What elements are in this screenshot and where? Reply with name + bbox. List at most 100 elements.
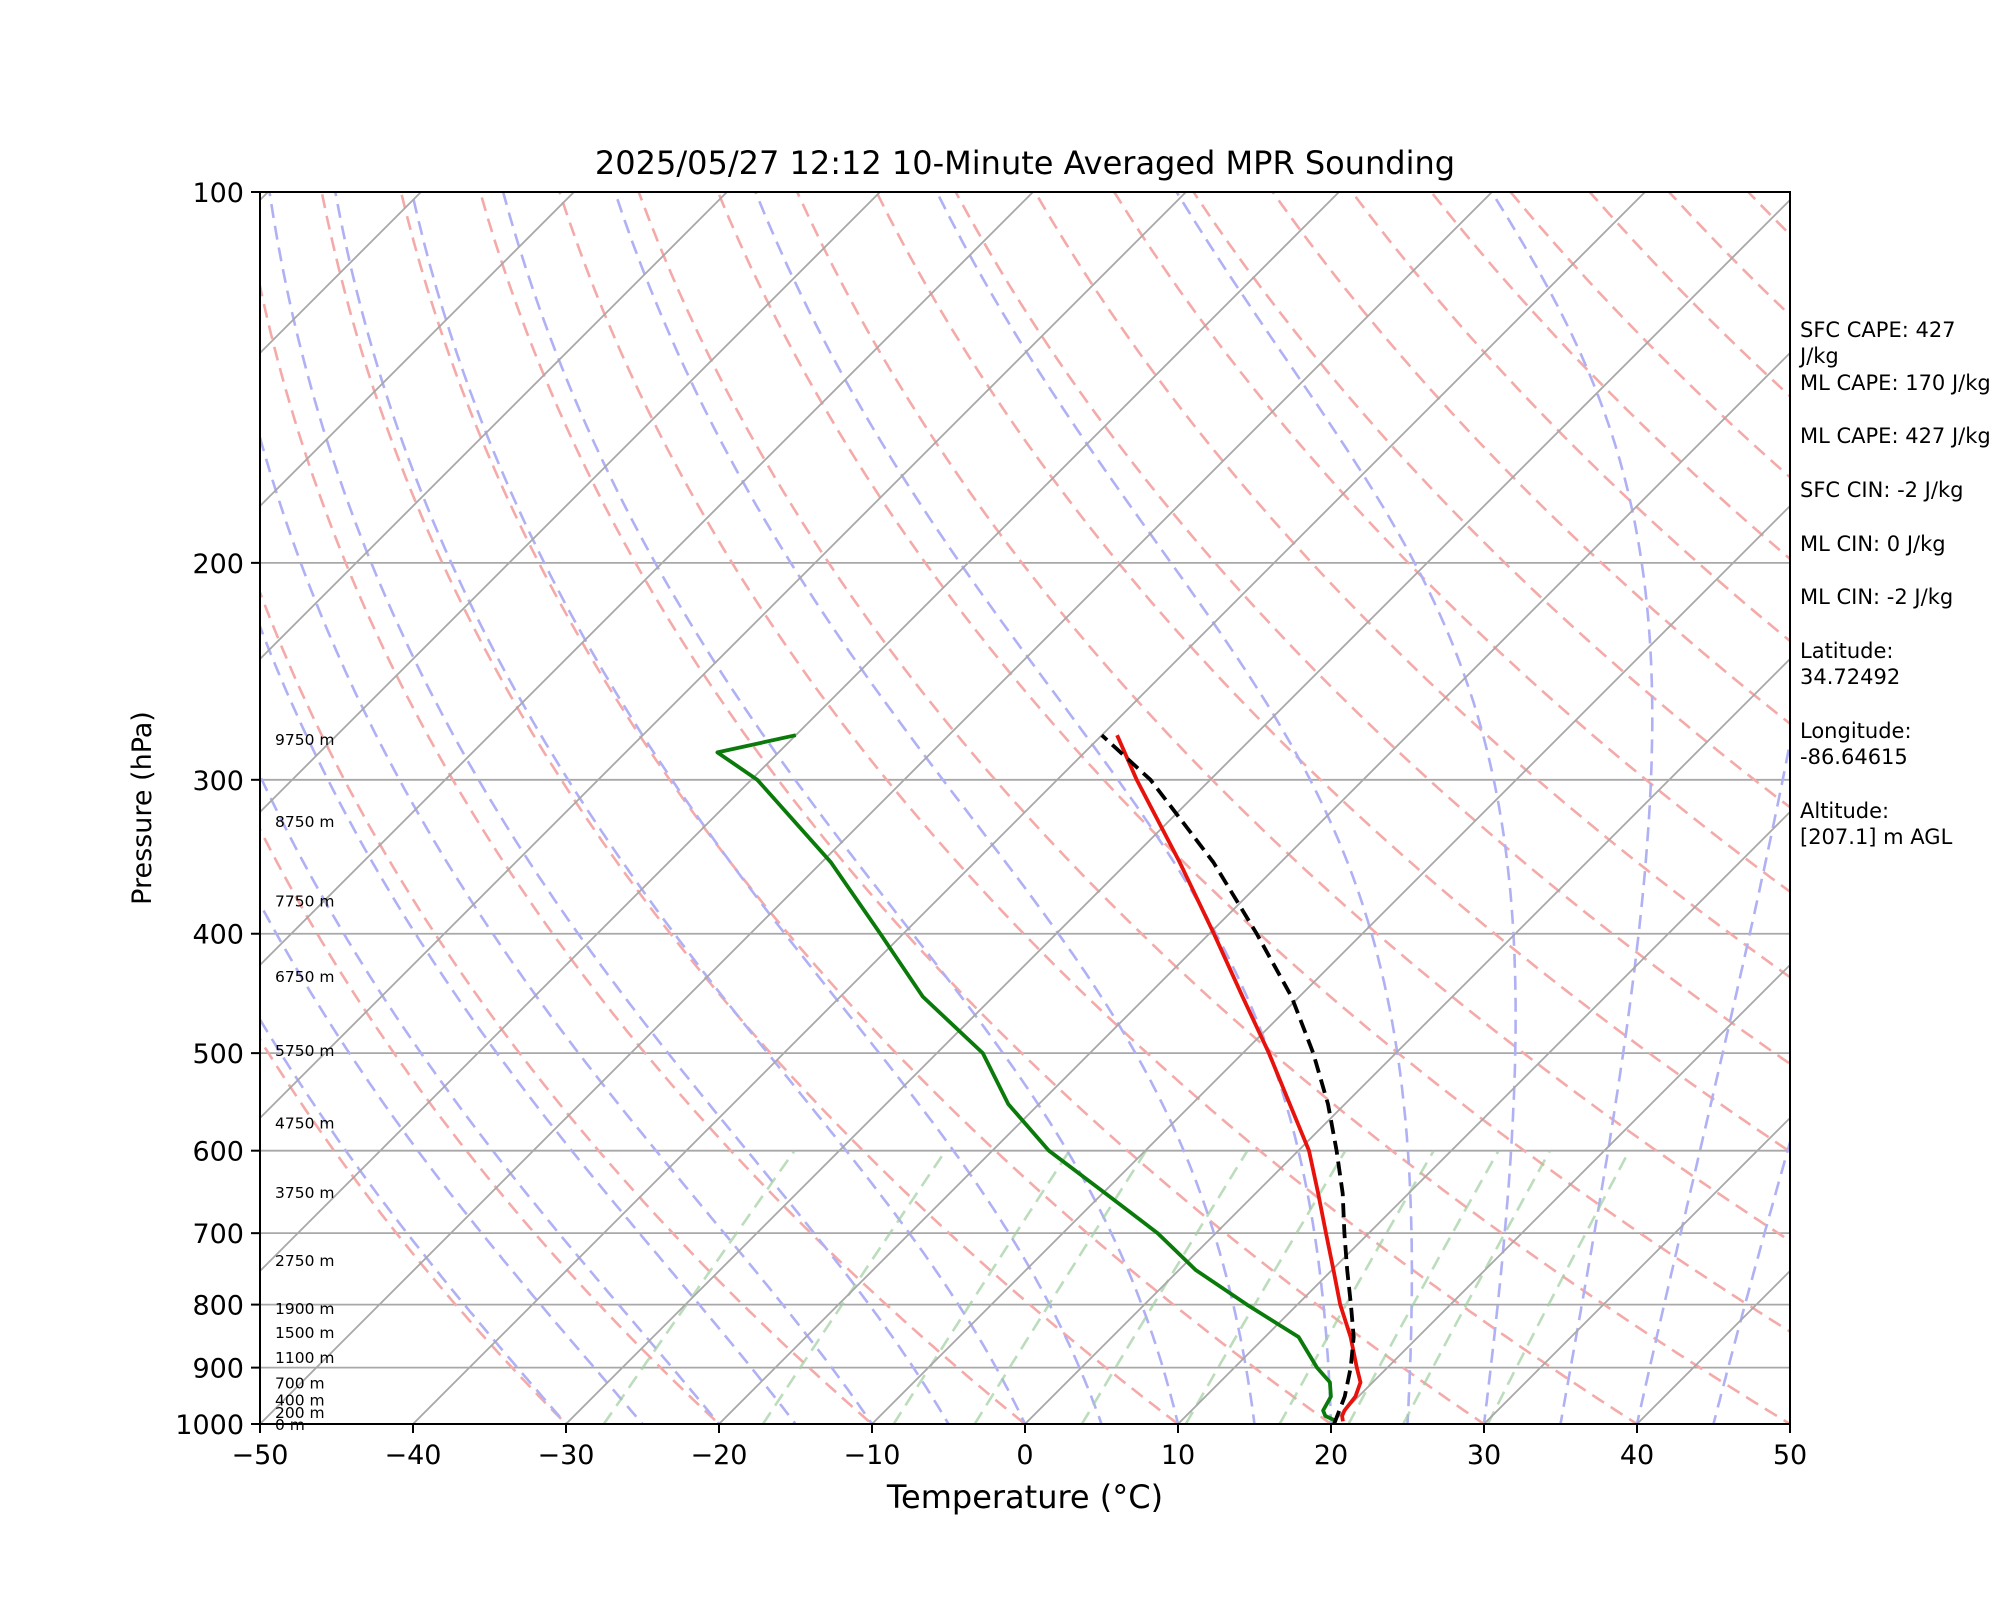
height-label: 0 m xyxy=(275,1416,305,1434)
dry-adiabat-line xyxy=(1191,192,1790,809)
moist-adiabat-line xyxy=(613,192,1256,1424)
x-axis-label: Temperature (°C) xyxy=(886,1478,1163,1516)
dry-adiabat-line xyxy=(399,192,1334,1424)
x-tick-label: −10 xyxy=(844,1440,901,1471)
mixing-ratio-line xyxy=(602,1149,796,1424)
moist-adiabat-line xyxy=(501,192,1180,1424)
isotherm-line xyxy=(1024,657,1790,1424)
ml-cape-label-2: ML CAPE: 427 J/kg xyxy=(1800,424,1991,448)
y-tick-label: 900 xyxy=(192,1354,244,1385)
x-tick-label: −30 xyxy=(538,1440,595,1471)
isotherm-line xyxy=(565,198,1790,1424)
isotherm-line xyxy=(1330,963,1790,1424)
y-tick-label: 600 xyxy=(192,1137,244,1168)
longitude-label: Longitude: -86.64615 xyxy=(1800,719,1912,769)
dry-adiabat-line xyxy=(320,192,1181,1424)
mixing-ratio-line xyxy=(1486,1150,1631,1424)
chart-title: 2025/05/27 12:12 10-Minute Averaged MPR … xyxy=(595,144,1455,182)
x-tick-label: 40 xyxy=(1620,1440,1654,1471)
dewpoint-profile-line xyxy=(715,733,1338,1424)
dry-adiabat-line xyxy=(260,279,1028,1424)
dry-adiabat-line xyxy=(478,192,1487,1424)
moist-adiabat-line xyxy=(754,192,1333,1424)
height-label: 1900 m xyxy=(275,1300,334,1318)
latitude-label: Latitude: 34.72492 xyxy=(1800,639,1901,689)
sounding-series xyxy=(715,733,1363,1424)
isotherm-line xyxy=(871,504,1790,1424)
moist-adiabat-line xyxy=(1635,735,1790,1424)
height-label: 4750 m xyxy=(275,1114,334,1132)
sfc-cin-label: SFC CIN: -2 J/kg xyxy=(1800,478,1964,502)
ml-cape-label-1: ML CAPE: 170 J/kg xyxy=(1800,371,1991,395)
isotherm-line xyxy=(260,192,728,661)
axis-ticks: −50 −40 −30 −20 −10 0 10 20 30 40 50 100 200 300 400 50… xyxy=(175,178,1807,1471)
height-label: 5750 m xyxy=(275,1042,334,1060)
isotherm-line xyxy=(260,192,1340,1273)
x-tick-label: 20 xyxy=(1314,1440,1348,1471)
isotherm-line xyxy=(260,192,575,508)
dry-adiabat-line xyxy=(637,192,1790,1424)
mixing-ratio-line xyxy=(1402,1150,1552,1424)
height-label: 700 m xyxy=(275,1374,325,1392)
height-label: 7750 m xyxy=(275,893,334,911)
dry-adiabat-line xyxy=(260,1036,568,1424)
dry-adiabat-line xyxy=(716,192,1790,1334)
height-label: 8750 m xyxy=(275,813,334,831)
y-tick-label: 1000 xyxy=(175,1410,244,1441)
height-label: 1500 m xyxy=(275,1324,334,1342)
sfc-cape-label: SFC CAPE: 427 J/kg xyxy=(1800,318,1956,368)
mixing-ratio-line xyxy=(1080,1150,1249,1424)
moist-adiabat-line xyxy=(260,1016,568,1424)
moist-adiabat-line xyxy=(410,192,1103,1424)
moist-adiabat-line xyxy=(260,772,721,1424)
height-label: 6750 m xyxy=(275,968,334,986)
moist-adiabat-line xyxy=(334,192,1027,1424)
isotherm-line xyxy=(260,192,1034,967)
y-tick-label: 300 xyxy=(192,766,244,797)
dry-adiabat-line xyxy=(1271,192,1790,726)
mixing-ratio-line xyxy=(1184,1150,1347,1424)
height-label: 200 m xyxy=(275,1404,325,1422)
parcel-profile-line xyxy=(1100,733,1356,1424)
x-tick-label: −40 xyxy=(385,1440,442,1471)
x-tick-label: 10 xyxy=(1161,1440,1195,1471)
moist-adiabat-line xyxy=(1175,192,1517,1424)
dry-adiabat-line xyxy=(1112,192,1790,894)
x-tick-label: 50 xyxy=(1773,1440,1807,1471)
isotherm-line xyxy=(260,192,1493,1424)
isotherm-line xyxy=(260,192,881,814)
height-label: 400 m xyxy=(275,1391,325,1409)
moist-adiabat-line xyxy=(935,192,1414,1424)
moist-adiabat-line xyxy=(260,901,645,1424)
ml-cin-label-2: ML CIN: -2 J/kg xyxy=(1800,585,1954,609)
moist-adiabat-line xyxy=(268,192,951,1424)
plot-frame xyxy=(259,191,1791,1425)
moist-adiabat-line xyxy=(260,432,874,1424)
isotherm-line xyxy=(1177,810,1790,1424)
y-tick-label: 400 xyxy=(192,920,244,951)
x-tick-label: 30 xyxy=(1467,1440,1501,1471)
isotherm-line xyxy=(718,351,1790,1424)
mixing-ratio-line xyxy=(892,1149,1071,1424)
isotherm-line xyxy=(260,192,1187,1120)
y-tick-label: 200 xyxy=(192,549,244,580)
dry-adiabat-line xyxy=(260,826,721,1424)
isotherm-line xyxy=(1483,1116,1790,1424)
mixing-ratio-line xyxy=(761,1149,947,1424)
x-tick-label: −20 xyxy=(691,1440,748,1471)
height-label: 3750 m xyxy=(275,1184,334,1202)
moist-adiabat-line xyxy=(1712,1137,1790,1424)
y-tick-label: 800 xyxy=(192,1291,244,1322)
dry-adiabat-line xyxy=(558,192,1640,1424)
x-tick-label: −50 xyxy=(232,1440,289,1471)
mixing-ratio-line xyxy=(973,1150,1148,1424)
height-label: 2750 m xyxy=(275,1252,334,1270)
isotherm-line xyxy=(412,192,1646,1424)
ml-cin-label-1: ML CIN: 0 J/kg xyxy=(1800,532,1946,556)
y-tick-label: 500 xyxy=(192,1039,244,1070)
height-label: 9750 m xyxy=(275,731,334,749)
moist-adiabat-line xyxy=(1490,192,1654,1424)
x-tick-label: 0 xyxy=(1016,1440,1033,1471)
y-tick-label: 700 xyxy=(192,1219,244,1250)
